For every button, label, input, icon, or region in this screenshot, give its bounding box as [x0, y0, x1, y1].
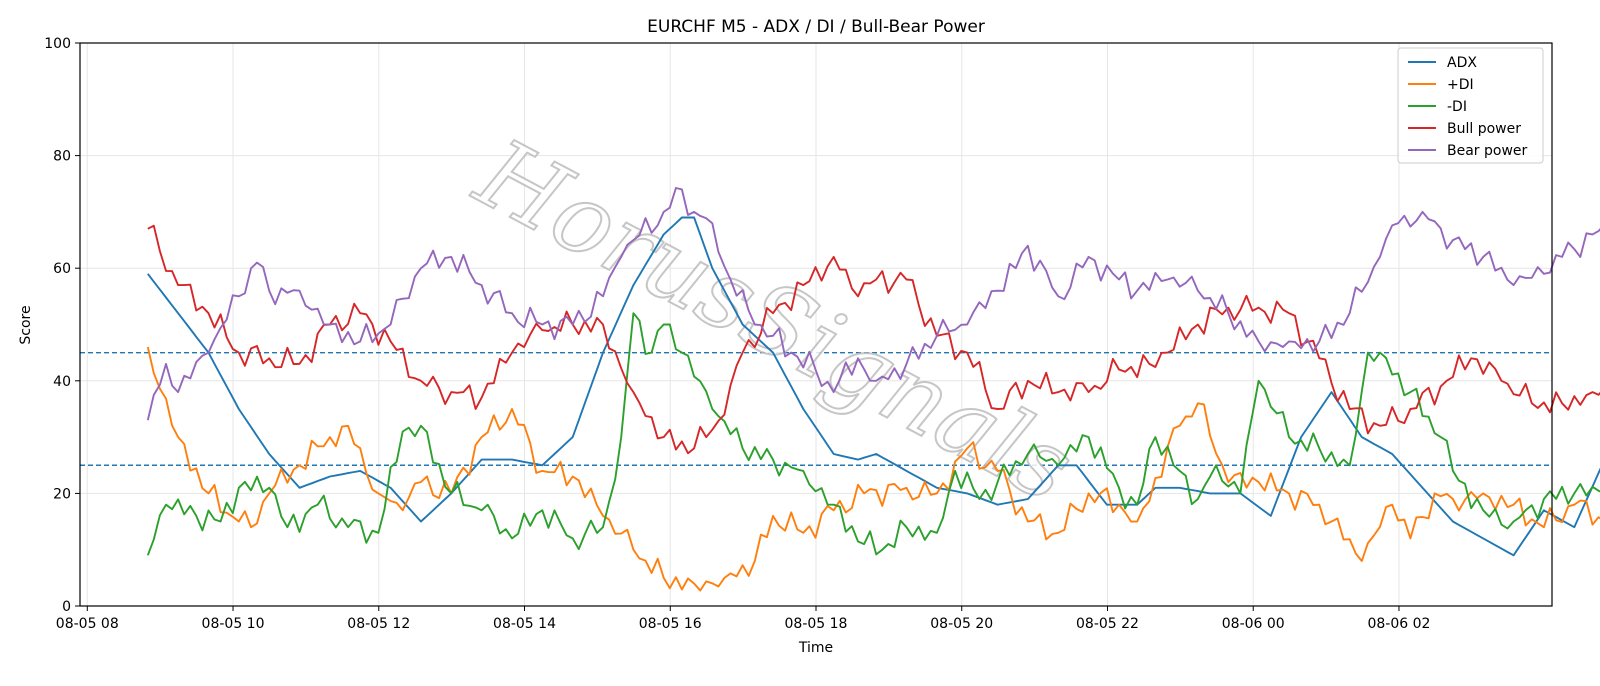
x-tick-label: 08-05 18 — [785, 616, 848, 632]
y-tick-label: 80 — [53, 149, 71, 165]
legend-label: +DI — [1447, 77, 1474, 93]
legend-label: ADX — [1447, 55, 1477, 71]
y-axis-ticks: 0 20 40 60 80 100 — [44, 36, 80, 615]
x-tick-label: 08-06 02 — [1367, 616, 1430, 632]
y-axis-label: Score — [18, 305, 34, 344]
x-tick-label: 08-05 20 — [930, 616, 993, 632]
x-tick-label: 08-05 14 — [493, 616, 556, 632]
y-tick-label: 60 — [53, 261, 71, 277]
x-tick-label: 08-05 16 — [639, 616, 702, 632]
legend: ADX +DI -DI Bull power Bear power — [1397, 47, 1544, 164]
x-tick-label: 08-05 08 — [56, 616, 119, 632]
legend-box — [1397, 47, 1544, 164]
legend-label: Bear power — [1447, 143, 1528, 159]
y-tick-label: 40 — [53, 374, 71, 390]
x-axis-label: Time — [798, 640, 833, 656]
y-tick-label: 100 — [44, 36, 71, 52]
threshold-lines — [80, 351, 1552, 466]
x-axis-ticks: 08-05 08 08-05 10 08-05 12 08-05 14 08-05 16… — [56, 606, 1430, 632]
series-line--di — [146, 346, 1600, 592]
legend-label: -DI — [1447, 99, 1467, 115]
series-line-bull-power — [147, 224, 1600, 455]
legend-label: Bull power — [1447, 121, 1521, 137]
x-tick-label: 08-05 12 — [347, 616, 410, 632]
y-tick-label: 0 — [62, 599, 71, 615]
series-line-bear-power — [146, 187, 1600, 421]
chart-title: EURCHF M5 - ADX / DI / Bull-Bear Power — [647, 17, 985, 37]
x-tick-label: 08-06 00 — [1222, 616, 1285, 632]
series-line-adx — [147, 216, 1600, 557]
y-tick-label: 20 — [53, 486, 71, 502]
series-lines — [146, 187, 1600, 592]
x-tick-label: 08-05 10 — [202, 616, 265, 632]
series-line--di — [146, 312, 1600, 556]
x-tick-label: 08-05 22 — [1076, 616, 1139, 632]
